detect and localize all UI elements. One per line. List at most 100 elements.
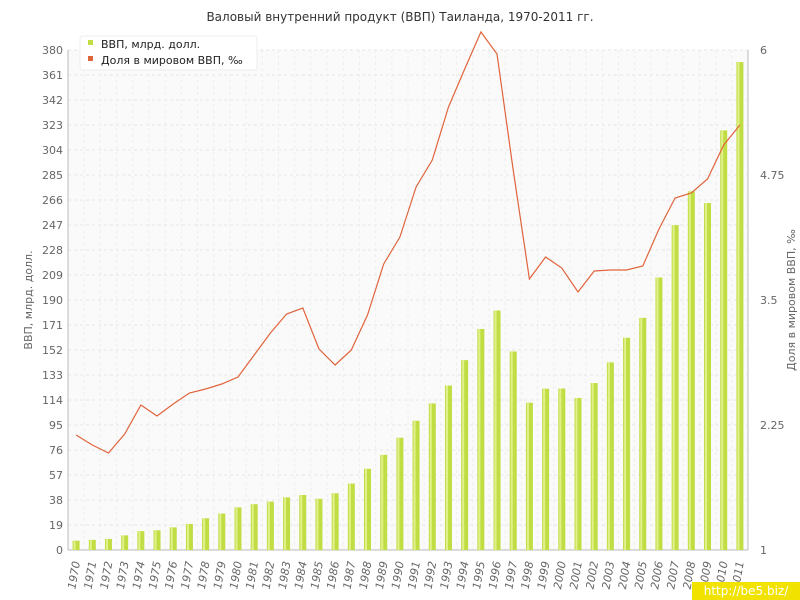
- y-tick-label: 171: [42, 319, 63, 332]
- gdp-bar-highlight: [607, 362, 610, 550]
- y2-tick-label: 3.5: [760, 294, 778, 307]
- x-tick-label: 1981: [243, 560, 261, 590]
- gdp-bar: [299, 495, 307, 550]
- gdp-bar: [234, 507, 242, 550]
- gdp-bar: [331, 493, 339, 550]
- gdp-bar: [121, 535, 129, 550]
- gdp-bar: [283, 497, 291, 550]
- x-tick-label: 1971: [82, 560, 100, 590]
- x-tick-label: 1989: [373, 560, 391, 590]
- gdp-bar-highlight: [316, 498, 319, 550]
- gdp-bar: [396, 437, 404, 550]
- x-tick-label: 1990: [389, 560, 407, 590]
- legend-label-gdp: ВВП, млрд. долл.: [101, 38, 200, 51]
- legend-box: [79, 35, 258, 71]
- gdp-bar: [590, 383, 598, 550]
- gdp-bar: [315, 498, 323, 550]
- y-tick-label: 95: [49, 419, 63, 432]
- gdp-bar: [736, 62, 744, 551]
- x-tick-label: 2004: [616, 560, 634, 590]
- legend-swatch-share: [88, 56, 93, 61]
- gdp-bar-highlight: [559, 388, 562, 550]
- gdp-bar-highlight: [348, 483, 351, 550]
- gdp-bar: [153, 530, 161, 550]
- x-tick-label: 1997: [502, 560, 520, 590]
- x-tick-label: 2002: [583, 560, 601, 590]
- y-tick-label: 323: [42, 119, 63, 132]
- x-tick-label: 1973: [114, 560, 132, 590]
- gdp-bar-highlight: [575, 398, 578, 550]
- x-tick-label: 2000: [551, 560, 569, 590]
- gdp-bar: [687, 191, 695, 550]
- y-tick-label: 380: [42, 44, 63, 57]
- y-tick-label: 133: [42, 369, 63, 382]
- gdp-bar-highlight: [397, 437, 400, 550]
- gdp-bar-highlight: [445, 385, 448, 550]
- gdp-bar-highlight: [543, 388, 546, 550]
- gdp-bar: [671, 225, 679, 550]
- x-tick-label: 1987: [341, 560, 359, 590]
- x-tick-label: 1978: [195, 560, 213, 590]
- gdp-bar-highlight: [89, 539, 92, 550]
- gdp-bar-highlight: [122, 535, 125, 550]
- gdp-bar-highlight: [656, 277, 659, 550]
- gdp-bar: [639, 317, 647, 550]
- gdp-bar: [137, 531, 145, 550]
- y-tick-label: 361: [42, 69, 63, 82]
- gdp-bar: [88, 539, 96, 550]
- legend-swatch-gdp: [88, 40, 93, 45]
- x-tick-label: 1995: [470, 560, 488, 590]
- gdp-bar-highlight: [494, 310, 497, 550]
- x-tick-label: 1996: [486, 560, 504, 590]
- y-tick-label: 152: [42, 344, 63, 357]
- gdp-bar: [606, 362, 614, 550]
- y-tick-label: 247: [42, 219, 63, 232]
- gdp-bar-highlight: [235, 507, 238, 550]
- x-tick-label: 2003: [600, 560, 618, 590]
- gdp-bar: [461, 360, 469, 550]
- gdp-bar: [704, 203, 712, 551]
- gdp-bar-highlight: [672, 225, 675, 550]
- x-tick-label: 1994: [454, 560, 472, 590]
- gdp-bar-highlight: [203, 518, 206, 550]
- x-tick-label: 2005: [632, 560, 650, 590]
- x-tick-label: 2001: [567, 560, 585, 590]
- y2-tick-label: 1: [760, 544, 767, 557]
- gdp-bar-highlight: [462, 360, 465, 550]
- gdp-bar: [347, 483, 355, 550]
- y-tick-label: 114: [42, 394, 63, 407]
- y-tick-label: 228: [42, 244, 63, 257]
- x-tick-label: 1976: [162, 560, 180, 590]
- gdp-bar: [542, 388, 550, 550]
- gdp-bar: [218, 513, 226, 550]
- y-tick-label: 266: [42, 194, 63, 207]
- y-tick-label: 76: [49, 444, 63, 457]
- gdp-bar-highlight: [138, 531, 141, 550]
- y-tick-label: 285: [42, 169, 63, 182]
- x-tick-label: 2006: [648, 560, 666, 590]
- y-tick-label: 209: [42, 269, 63, 282]
- gdp-bar-highlight: [640, 317, 643, 550]
- x-tick-label: 1986: [324, 560, 342, 590]
- gdp-bar: [380, 454, 388, 550]
- x-tick-label: 1998: [519, 560, 537, 590]
- gdp-bar: [477, 328, 485, 550]
- x-tick-label: 1980: [227, 560, 245, 590]
- gdp-bar-highlight: [478, 328, 481, 550]
- gdp-bar-highlight: [332, 493, 335, 550]
- x-tick-label: 1988: [357, 560, 375, 590]
- y2-tick-label: 6: [760, 44, 767, 57]
- gdp-bar-highlight: [591, 383, 594, 550]
- gdp-bar-highlight: [365, 468, 368, 550]
- y-tick-label: 38: [49, 494, 63, 507]
- y2-tick-label: 2.25: [760, 419, 785, 432]
- legend: ВВП, млрд. долл. Доля в мировом ВВП, ‰: [79, 35, 258, 71]
- gdp-bar: [574, 398, 582, 550]
- x-tick-label: 1977: [179, 560, 197, 590]
- gdp-bar-highlight: [219, 513, 222, 550]
- watermark[interactable]: http://be5.biz/: [692, 582, 800, 600]
- gdp-bar-highlight: [510, 351, 513, 550]
- x-tick-label: 1970: [65, 560, 83, 590]
- gdp-bar: [655, 277, 663, 550]
- gdp-bar: [428, 403, 436, 550]
